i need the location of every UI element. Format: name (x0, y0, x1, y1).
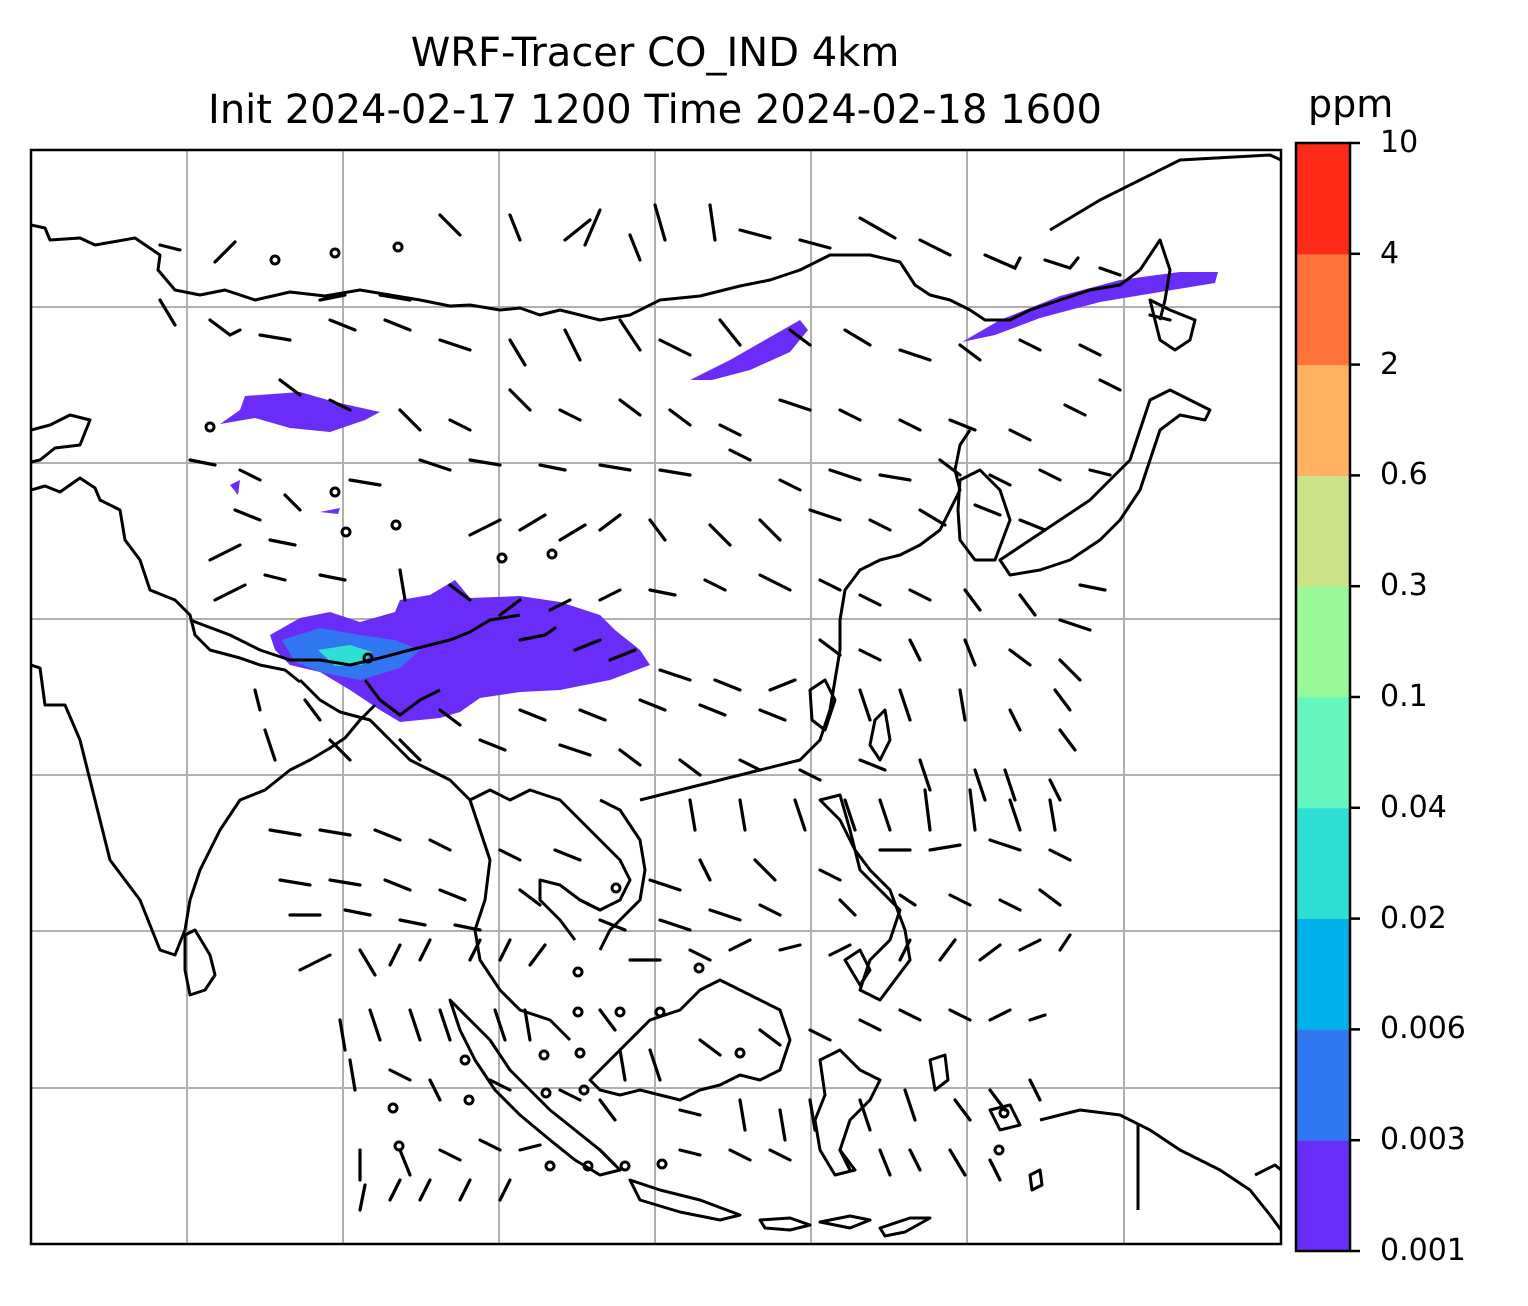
colorbar-segment (1296, 807, 1350, 920)
colorbar-tick-label: 0.3 (1380, 568, 1428, 604)
map-title-line2: Init 2024-02-17 1200 Time 2024-02-18 160… (208, 87, 1102, 133)
tracer-plume-tibet-west (220, 392, 380, 432)
colorbar-segment (1296, 697, 1350, 809)
tracer-plume-mongolia (690, 320, 808, 380)
colorbar-segment (1296, 475, 1350, 587)
tracer-plumes (220, 272, 1218, 722)
colorbar (1294, 141, 1360, 1253)
tracer-plume-himalaya (270, 580, 650, 722)
colorbar-tick-label: 0.003 (1380, 1122, 1466, 1158)
colorbar-tick-label: 0.02 (1380, 900, 1447, 936)
colorbar-tick-label: 10 (1380, 125, 1419, 160)
colorbar-tick-label: 0.04 (1380, 789, 1447, 825)
colorbar-segment (1296, 364, 1350, 476)
colorbar-unit-label: ppm (1308, 82, 1394, 126)
coastlines (31, 153, 1281, 1238)
colorbar-tick-label: 2 (1380, 346, 1400, 382)
map-title-line1: WRF-Tracer CO_IND 4km (410, 30, 900, 76)
colorbar-segment (1296, 143, 1350, 255)
colorbar-segment (1296, 918, 1350, 1030)
colorbar-tick-label: 0.1 (1380, 679, 1428, 714)
colorbar-tick-label: 4 (1380, 235, 1400, 271)
colorbar-segment (1296, 586, 1350, 698)
wind-barbs (158, 203, 1172, 1212)
tracer-plume-speck-2 (320, 508, 340, 514)
colorbar-segment (1296, 1140, 1350, 1252)
colorbar-segment (1296, 1029, 1350, 1141)
colorbar-tick-label: 0.006 (1380, 1011, 1466, 1047)
colorbar-segment (1296, 253, 1350, 366)
colorbar-tick-label: 0.001 (1380, 1233, 1466, 1268)
tracer-plume-manchuria (962, 272, 1218, 342)
map-border (29, 148, 1283, 1246)
colorbar-tick-label: 0.6 (1380, 457, 1428, 493)
calm-wind-markers (204, 241, 1010, 1172)
tracer-plume-speck-1 (230, 480, 240, 495)
